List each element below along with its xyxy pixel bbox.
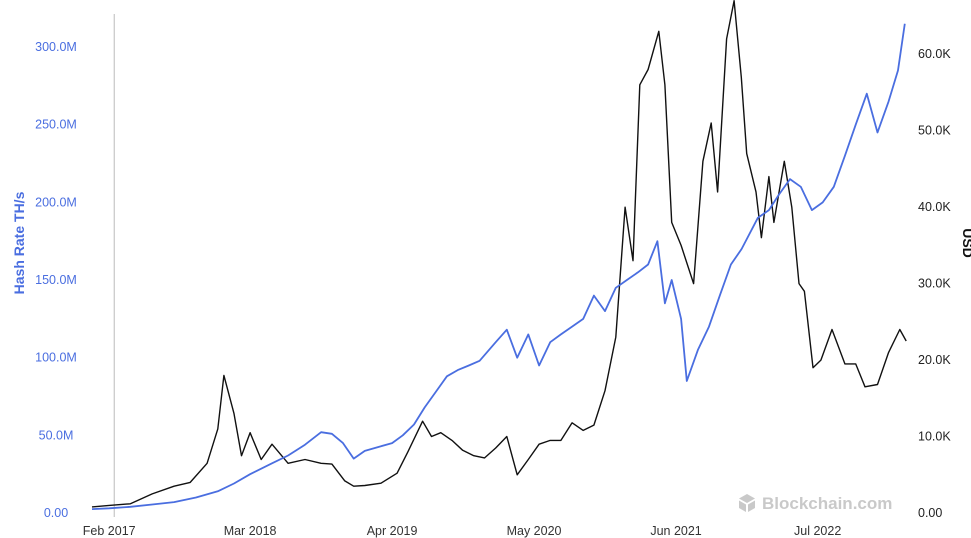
y-right-tick-label: 10.0K [918,430,951,444]
y-left-tick-label: 150.0M [35,273,77,287]
y-left-tick-label: 100.0M [35,351,77,365]
x-tick-label: Apr 2019 [367,524,418,538]
y-right-tick-label: 20.0K [918,353,951,367]
y-left-tick-label: 50.0M [39,428,74,442]
y-right-tick-label: 50.0K [918,124,951,138]
y-axis-left-title: Hash Rate TH/s [11,191,27,294]
y-left-tick-label: 0.00 [44,506,68,520]
y-left-tick-label: 250.0M [35,118,77,132]
y-left-tick-label: 200.0M [35,195,77,209]
y-right-tick-label: 60.0K [918,47,951,61]
y-right-tick-label: 0.00 [918,506,942,520]
hash-rate-series-line [91,23,906,510]
y-right-tick-label: 40.0K [918,200,951,214]
blockchain-watermark: Blockchain.com [739,494,892,513]
x-axis-ticks: Feb 2017 Mar 2018 Apr 2019 May 2020 Jun 2021… [83,524,842,538]
x-tick-label: May 2020 [507,524,562,538]
blockchain-logo-icon [739,494,755,512]
x-tick-label: Jul 2022 [794,524,841,538]
y-axis-right-ticks: 0.00 10.0K 20.0K 30.0K 40.0K 50.0K 60.0K [918,47,951,520]
x-tick-label: Feb 2017 [83,524,136,538]
y-left-tick-label: 300.0M [35,40,77,54]
x-tick-label: Jun 2021 [650,524,701,538]
price-usd-series-line [91,0,907,508]
y-right-tick-label: 30.0K [918,277,951,291]
watermark-text: Blockchain.com [762,494,892,513]
x-tick-label: Mar 2018 [224,524,277,538]
y-axis-right-title: USD [960,228,971,258]
y-axis-left-ticks: 0.00 50.0M 100.0M 150.0M 200.0M 250.0M 300.0M [35,40,77,520]
